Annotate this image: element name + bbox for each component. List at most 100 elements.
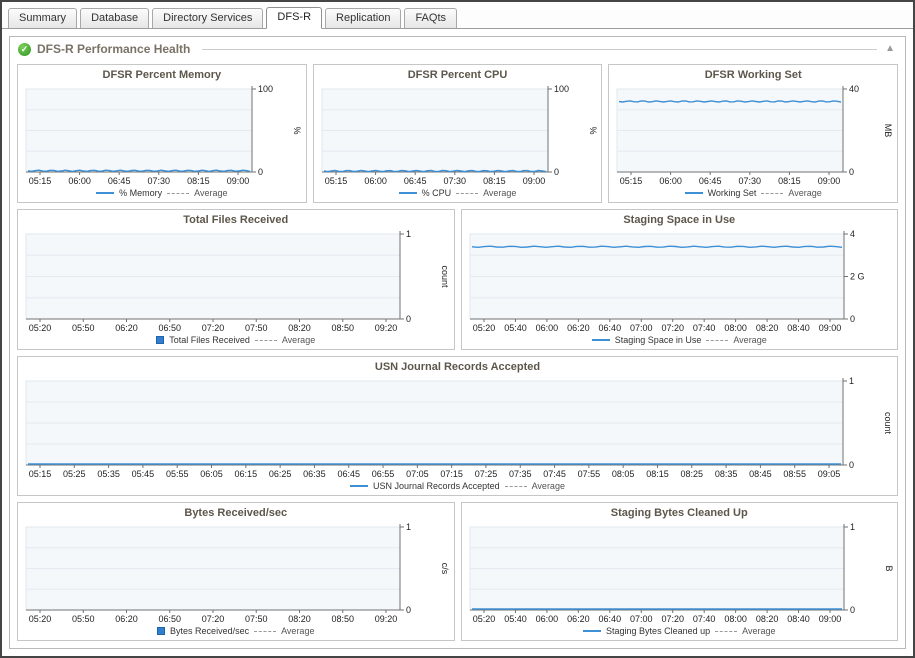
legend-series-label: % Memory bbox=[119, 188, 163, 198]
tab-summary[interactable]: Summary bbox=[8, 8, 78, 29]
tab-directory-services[interactable]: Directory Services bbox=[152, 8, 264, 29]
health-ok-icon: ✓ bbox=[18, 42, 31, 56]
svg-text:08:15: 08:15 bbox=[483, 176, 506, 186]
chart-panel: Total Files Received 1 0 count 05:20 05:50 06:… bbox=[17, 209, 455, 350]
svg-text:06:45: 06:45 bbox=[108, 176, 131, 186]
svg-text:40: 40 bbox=[849, 84, 859, 94]
chart-title: USN Journal Records Accepted bbox=[374, 361, 541, 373]
chart-panel: Staging Bytes Cleaned Up 1 0 B 05:20 05:40 06:… bbox=[460, 502, 898, 641]
svg-text:07:20: 07:20 bbox=[661, 323, 684, 333]
chart-plot-area: 1 0 B 05:20 05:40 06:00 06:20 06:40 07:00 07:20 07… bbox=[462, 520, 898, 625]
svg-text:07:00: 07:00 bbox=[630, 614, 653, 624]
svg-text:07:45: 07:45 bbox=[543, 469, 566, 479]
svg-text:06:25: 06:25 bbox=[269, 469, 292, 479]
svg-text:1: 1 bbox=[849, 376, 854, 386]
svg-text:07:30: 07:30 bbox=[148, 176, 171, 186]
svg-text:06:40: 06:40 bbox=[598, 323, 621, 333]
svg-text:05:20: 05:20 bbox=[29, 614, 52, 624]
chart-plot-area: 4 2 G 0 05:20 05:40 06:00 06:20 06:40 07:00 07:20… bbox=[462, 227, 898, 334]
chart-title: Total Files Received bbox=[183, 214, 289, 226]
svg-text:07:40: 07:40 bbox=[692, 614, 715, 624]
svg-text:09:00: 09:00 bbox=[522, 176, 545, 186]
svg-text:05:40: 05:40 bbox=[504, 323, 527, 333]
chart-legend: Bytes Received/sec Average bbox=[18, 625, 454, 640]
svg-text:07:05: 07:05 bbox=[406, 469, 429, 479]
page-content: ✓ DFS-R Performance Health ▲ DFSR Percen… bbox=[2, 29, 913, 656]
chart-plot-area: 100 0% 05:15 06:00 06:45 07:30 08:15 09:00 bbox=[18, 82, 306, 187]
svg-text:07:25: 07:25 bbox=[475, 469, 498, 479]
svg-text:07:50: 07:50 bbox=[245, 614, 268, 624]
charts-row-1: DFSR Percent Memory 100 0% 05:15 06:00 06:45 0… bbox=[17, 64, 899, 203]
chart-panel: DFSR Percent CPU 100 0% 05:15 06:00 06:45 07:3… bbox=[312, 64, 603, 203]
tab-dfs-r[interactable]: DFS-R bbox=[266, 7, 323, 29]
legend-series-label: Staging Space in Use bbox=[614, 335, 702, 345]
legend-average-label: Average bbox=[788, 188, 822, 198]
svg-text:07:15: 07:15 bbox=[440, 469, 463, 479]
chart-title: DFSR Working Set bbox=[704, 69, 802, 81]
chart-legend: Working Set Average bbox=[609, 187, 897, 202]
svg-text:06:00: 06:00 bbox=[535, 614, 558, 624]
legend-average-label: Average bbox=[531, 481, 565, 491]
legend-series-label: Bytes Received/sec bbox=[170, 626, 250, 636]
svg-text:1: 1 bbox=[850, 522, 855, 532]
svg-text:05:20: 05:20 bbox=[472, 323, 495, 333]
svg-text:0: 0 bbox=[849, 460, 854, 470]
svg-text:MB: MB bbox=[883, 124, 893, 138]
svg-text:05:15: 05:15 bbox=[29, 176, 52, 186]
svg-text:09:00: 09:00 bbox=[227, 176, 250, 186]
legend-line-marker bbox=[350, 485, 369, 487]
legend-series-label: Total Files Received bbox=[169, 335, 250, 345]
legend-series-label: Working Set bbox=[707, 188, 757, 198]
svg-text:08:50: 08:50 bbox=[331, 323, 354, 333]
svg-text:05:45: 05:45 bbox=[132, 469, 155, 479]
svg-text:09:20: 09:20 bbox=[375, 323, 398, 333]
legend-series-label: USN Journal Records Accepted bbox=[373, 481, 500, 491]
tab-replication[interactable]: Replication bbox=[325, 8, 402, 29]
svg-text:08:15: 08:15 bbox=[646, 469, 669, 479]
svg-text:100: 100 bbox=[258, 84, 273, 94]
svg-text:09:00: 09:00 bbox=[818, 614, 841, 624]
svg-text:08:15: 08:15 bbox=[778, 176, 801, 186]
svg-text:08:00: 08:00 bbox=[724, 323, 747, 333]
svg-text:08:55: 08:55 bbox=[783, 469, 806, 479]
legend-average-label: Average bbox=[281, 335, 316, 345]
svg-text:06:20: 06:20 bbox=[567, 323, 590, 333]
tab-database[interactable]: Database bbox=[80, 8, 150, 29]
svg-text:08:50: 08:50 bbox=[331, 614, 354, 624]
legend-average-label: Average bbox=[742, 626, 776, 636]
svg-text:09:00: 09:00 bbox=[818, 323, 841, 333]
charts-grid: DFSR Percent Memory 100 0% 05:15 06:00 06:45 0… bbox=[10, 59, 905, 648]
chart-legend: Staging Bytes Cleaned up Average bbox=[462, 625, 898, 640]
svg-text:07:20: 07:20 bbox=[202, 614, 225, 624]
chart-panel: DFSR Working Set 40 0 MB 05:15 06:00 06:45 07:3… bbox=[608, 64, 899, 203]
svg-text:c/s: c/s bbox=[440, 563, 450, 575]
legend-average-dash bbox=[761, 192, 784, 194]
chart-legend: % CPU Average bbox=[314, 187, 602, 202]
svg-text:09:00: 09:00 bbox=[818, 176, 841, 186]
collapse-icon[interactable]: ▲ bbox=[885, 43, 895, 54]
svg-text:06:20: 06:20 bbox=[567, 614, 590, 624]
svg-text:08:20: 08:20 bbox=[755, 614, 778, 624]
svg-text:06:00: 06:00 bbox=[660, 176, 683, 186]
tab-faqts[interactable]: FAQts bbox=[404, 8, 457, 29]
legend-square-marker bbox=[156, 336, 165, 344]
svg-text:06:00: 06:00 bbox=[68, 176, 91, 186]
chart-title: Staging Bytes Cleaned Up bbox=[610, 507, 748, 519]
chart-plot-area: 100 0% 05:15 06:00 06:45 07:30 08:15 09:00 bbox=[314, 82, 602, 187]
svg-text:05:20: 05:20 bbox=[472, 614, 495, 624]
svg-text:08:05: 08:05 bbox=[612, 469, 635, 479]
svg-text:08:00: 08:00 bbox=[724, 614, 747, 624]
legend-average-dash bbox=[715, 630, 738, 632]
svg-text:08:40: 08:40 bbox=[787, 323, 810, 333]
chart-title: DFSR Percent CPU bbox=[407, 69, 508, 81]
legend-average-label: Average bbox=[281, 626, 315, 636]
svg-text:4: 4 bbox=[850, 229, 855, 239]
legend-line-marker bbox=[398, 192, 417, 194]
svg-text:08:20: 08:20 bbox=[288, 614, 311, 624]
svg-text:07:30: 07:30 bbox=[739, 176, 762, 186]
legend-average-label: Average bbox=[733, 335, 767, 345]
svg-text:07:50: 07:50 bbox=[245, 323, 268, 333]
svg-text:06:00: 06:00 bbox=[364, 176, 387, 186]
svg-text:06:45: 06:45 bbox=[404, 176, 427, 186]
chart-panel: Bytes Received/sec 1 0 c/s 05:20 05:50 06:20 06… bbox=[17, 502, 455, 641]
